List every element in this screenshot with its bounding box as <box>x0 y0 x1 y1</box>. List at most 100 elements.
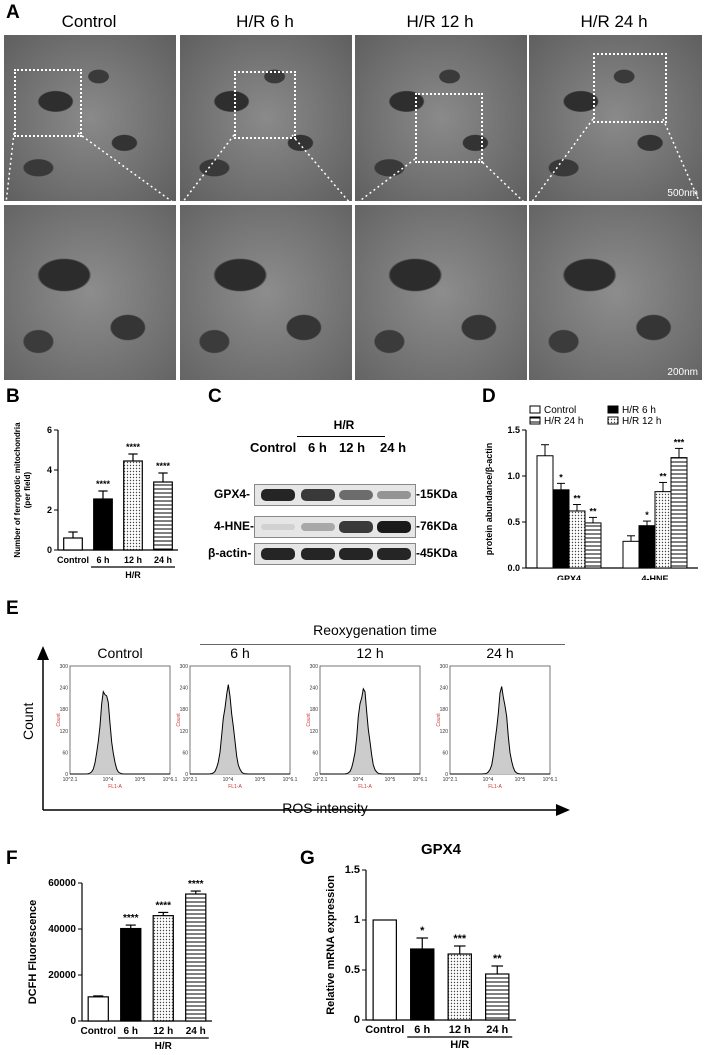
legend-swatch <box>607 405 619 414</box>
flow-mini-x-label: FL1-A <box>358 784 372 790</box>
wb-band <box>261 523 295 531</box>
flow-x-tick: 10^5 <box>385 777 396 783</box>
zoom-region <box>593 53 667 123</box>
flow-mini-x-label: FL1-A <box>488 784 502 790</box>
em-image-hr24-low: 500nm <box>529 35 702 201</box>
flow-y-tick: 180 <box>440 707 449 713</box>
y-tick-label: 1.5 <box>345 864 360 876</box>
y-tick-label: 0 <box>70 1016 76 1027</box>
significance-label: **** <box>123 913 139 924</box>
x-tick-label: 12 h <box>449 1024 471 1036</box>
flow-histogram-line <box>190 684 290 775</box>
flow-x-tick: 10^5 <box>135 777 146 783</box>
x-tick-label: 24 h <box>186 1026 206 1037</box>
legend-swatch <box>607 416 619 425</box>
flow-x-tick: 10^4 <box>353 777 364 783</box>
flow-x-tick: 10^6.1 <box>413 777 428 783</box>
flow-y-tick: 240 <box>180 686 189 692</box>
flow-y-label: Count <box>20 702 36 740</box>
flow-y-tick: 60 <box>62 750 68 756</box>
significance-label: *** <box>453 933 467 945</box>
wb-hr-header: H/R <box>333 418 355 432</box>
bar <box>447 953 472 1021</box>
wb-size-label: -15KDa <box>416 487 458 501</box>
flow-y-tick: 0 <box>445 772 448 778</box>
flow-x-tick: 10^2.1 <box>183 777 198 783</box>
bar <box>63 537 83 551</box>
flow-x-tick: 10^2.1 <box>313 777 328 783</box>
bar <box>152 915 174 1022</box>
bar <box>654 491 672 569</box>
flow-x-tick: 10^4 <box>483 777 494 783</box>
x-tick-label: 24 h <box>486 1024 508 1036</box>
wb-strip <box>254 543 416 565</box>
bar <box>123 460 143 551</box>
chart-title: GPX4 <box>421 841 462 858</box>
legend-label: H/R 6 h <box>622 405 656 416</box>
group-label: H/R <box>450 1039 469 1051</box>
significance-label: * <box>645 510 649 520</box>
em-title-control: Control <box>61 12 117 31</box>
wb-band <box>301 548 335 560</box>
flow-y-tick: 60 <box>182 750 188 756</box>
legend-swatch <box>529 416 541 425</box>
em-title-hr24: H/R 24 h <box>580 12 648 31</box>
flow-mini-y-label: Count <box>56 713 62 727</box>
flow-plot-frame <box>69 665 171 775</box>
flow-plot-frame <box>189 665 291 775</box>
flow-y-tick: 240 <box>310 686 319 692</box>
flow-histogram-line <box>320 687 420 775</box>
y-tick-label: 4 <box>47 465 52 475</box>
flow-x-tick: 10^4 <box>103 777 114 783</box>
chart-d: 0.00.51.01.5*****GPX4******4-HNEprotein … <box>484 405 698 580</box>
x-tick-label: 12 h <box>153 1026 173 1037</box>
flow-x-tick: 10^5 <box>515 777 526 783</box>
significance-label: **** <box>188 879 204 890</box>
flow-y-tick: 300 <box>60 664 69 670</box>
flow-x-label: ROS intensity <box>282 800 368 816</box>
x-tick-label: 12 h <box>124 555 142 565</box>
wb-strip <box>254 516 416 538</box>
y-tick-label: 1 <box>354 914 360 926</box>
x-tick-label: 6 h <box>96 555 109 565</box>
flow-x-tick: 10^6.1 <box>543 777 558 783</box>
bar <box>185 893 207 1022</box>
flow-histogram-fill <box>190 684 290 774</box>
zoom-region <box>234 71 296 139</box>
flow-y-tick: 300 <box>180 664 189 670</box>
panel-a-label: A <box>6 2 20 23</box>
x-tick-label: Control <box>57 555 89 565</box>
wb-row-label: 4-HNE- <box>214 519 255 533</box>
significance-label: **** <box>156 461 171 471</box>
x-tick-label: 24 h <box>154 555 172 565</box>
flow-title: 24 h <box>486 645 513 661</box>
bar <box>552 489 570 569</box>
x-tick-label: 6 h <box>414 1024 430 1036</box>
significance-label: **** <box>155 900 171 911</box>
em-image-control-low <box>4 35 176 201</box>
significance-label: ** <box>659 471 667 481</box>
wb-strip <box>254 484 416 506</box>
wb-lane-12h: 12 h <box>339 440 366 455</box>
y-axis-label: (per field) <box>23 471 32 508</box>
wb-size-label: -45KDa <box>416 546 458 560</box>
flow-mini-y-label: Count <box>176 713 182 727</box>
x-tick-label: 4-HNE <box>641 574 668 580</box>
em-title-hr6: H/R 6 h <box>236 12 294 31</box>
legend-label: H/R 24 h <box>544 416 583 427</box>
flow-x-tick: 10^6.1 <box>163 777 178 783</box>
significance-label: * <box>420 925 425 937</box>
zoom-connectors <box>5 118 701 204</box>
panel-e-label: E <box>6 598 19 619</box>
bar <box>485 973 510 1021</box>
legend-swatch <box>529 405 541 414</box>
y-tick-label: 60000 <box>48 878 76 889</box>
zoom-region <box>14 69 82 137</box>
zoom-region <box>415 93 483 163</box>
flow-y-tick: 60 <box>312 750 318 756</box>
flow-title: Control <box>97 645 142 661</box>
flow-y-tick: 0 <box>65 772 68 778</box>
flow-y-tick: 60 <box>442 750 448 756</box>
flow-y-tick: 180 <box>180 707 189 713</box>
legend-label: H/R 12 h <box>622 416 661 427</box>
